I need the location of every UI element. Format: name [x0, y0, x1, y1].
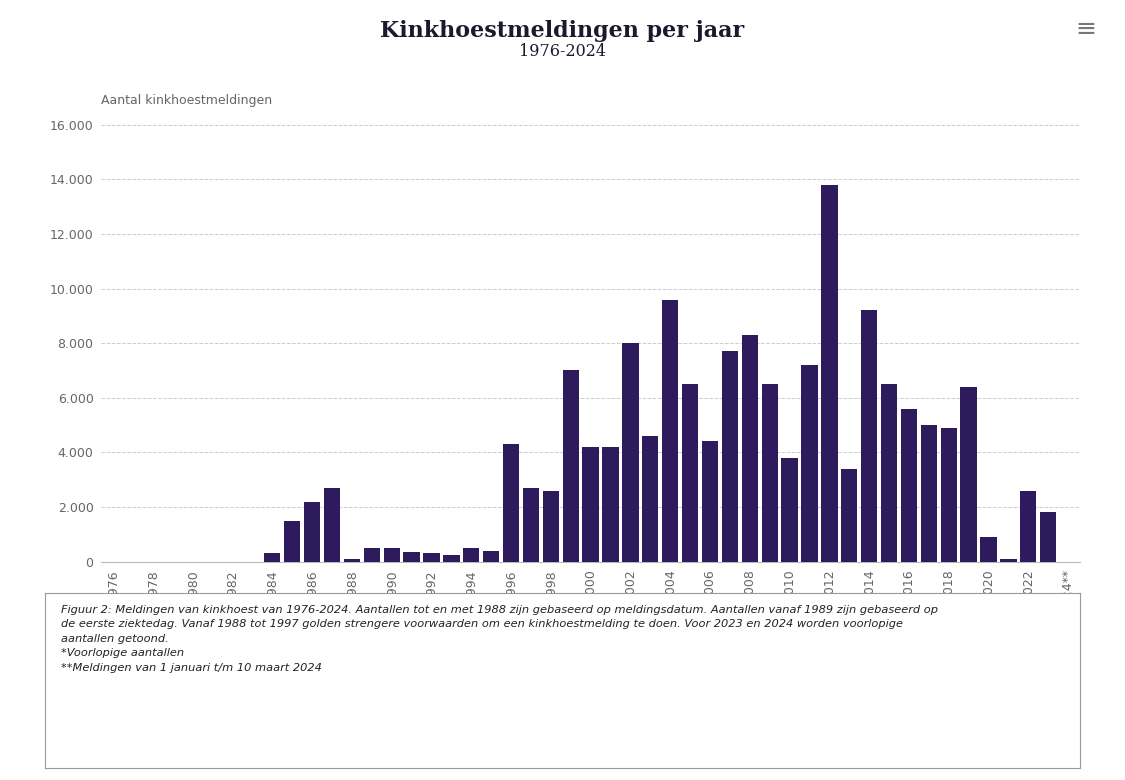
Bar	[264, 554, 280, 562]
Bar	[443, 555, 459, 562]
Bar	[285, 521, 300, 562]
Text: Aantal kinkhoestmeldingen: Aantal kinkhoestmeldingen	[101, 94, 272, 108]
Bar	[464, 548, 479, 562]
Bar	[602, 447, 619, 562]
Text: Jaar: Jaar	[1054, 658, 1080, 671]
Bar	[583, 447, 598, 562]
Bar	[762, 384, 777, 562]
Bar	[662, 300, 678, 562]
Bar	[642, 436, 658, 562]
Bar	[722, 351, 738, 562]
Bar	[702, 441, 718, 562]
Bar	[1000, 558, 1017, 562]
Text: Kinkhoestmeldingen per jaar: Kinkhoestmeldingen per jaar	[380, 20, 745, 41]
Bar	[404, 552, 420, 562]
Bar	[384, 548, 399, 562]
Bar	[503, 444, 520, 562]
Bar	[821, 185, 837, 562]
Bar	[920, 425, 937, 562]
Bar	[861, 310, 878, 562]
Bar	[304, 502, 321, 562]
Bar	[980, 537, 997, 562]
Bar	[1020, 491, 1036, 562]
Bar	[542, 491, 559, 562]
Bar	[682, 384, 699, 562]
Bar	[741, 335, 758, 562]
Text: 1976-2024: 1976-2024	[519, 43, 606, 60]
Bar	[940, 427, 957, 562]
Text: ≡: ≡	[1076, 17, 1097, 41]
Bar	[324, 488, 340, 562]
Bar	[801, 365, 818, 562]
Bar	[523, 488, 539, 562]
Bar	[344, 558, 360, 562]
Bar	[961, 387, 976, 562]
Bar	[562, 370, 579, 562]
Bar	[782, 458, 798, 562]
Bar	[842, 469, 857, 562]
Bar	[622, 343, 639, 562]
Bar	[881, 384, 897, 562]
Bar	[1040, 512, 1056, 562]
Text: Figuur 2: Meldingen van kinkhoest van 1976-2024. Aantallen tot en met 1988 zijn : Figuur 2: Meldingen van kinkhoest van 19…	[61, 605, 937, 672]
Bar	[901, 409, 917, 562]
Bar	[423, 554, 440, 562]
Bar	[363, 548, 380, 562]
Bar	[483, 551, 500, 562]
